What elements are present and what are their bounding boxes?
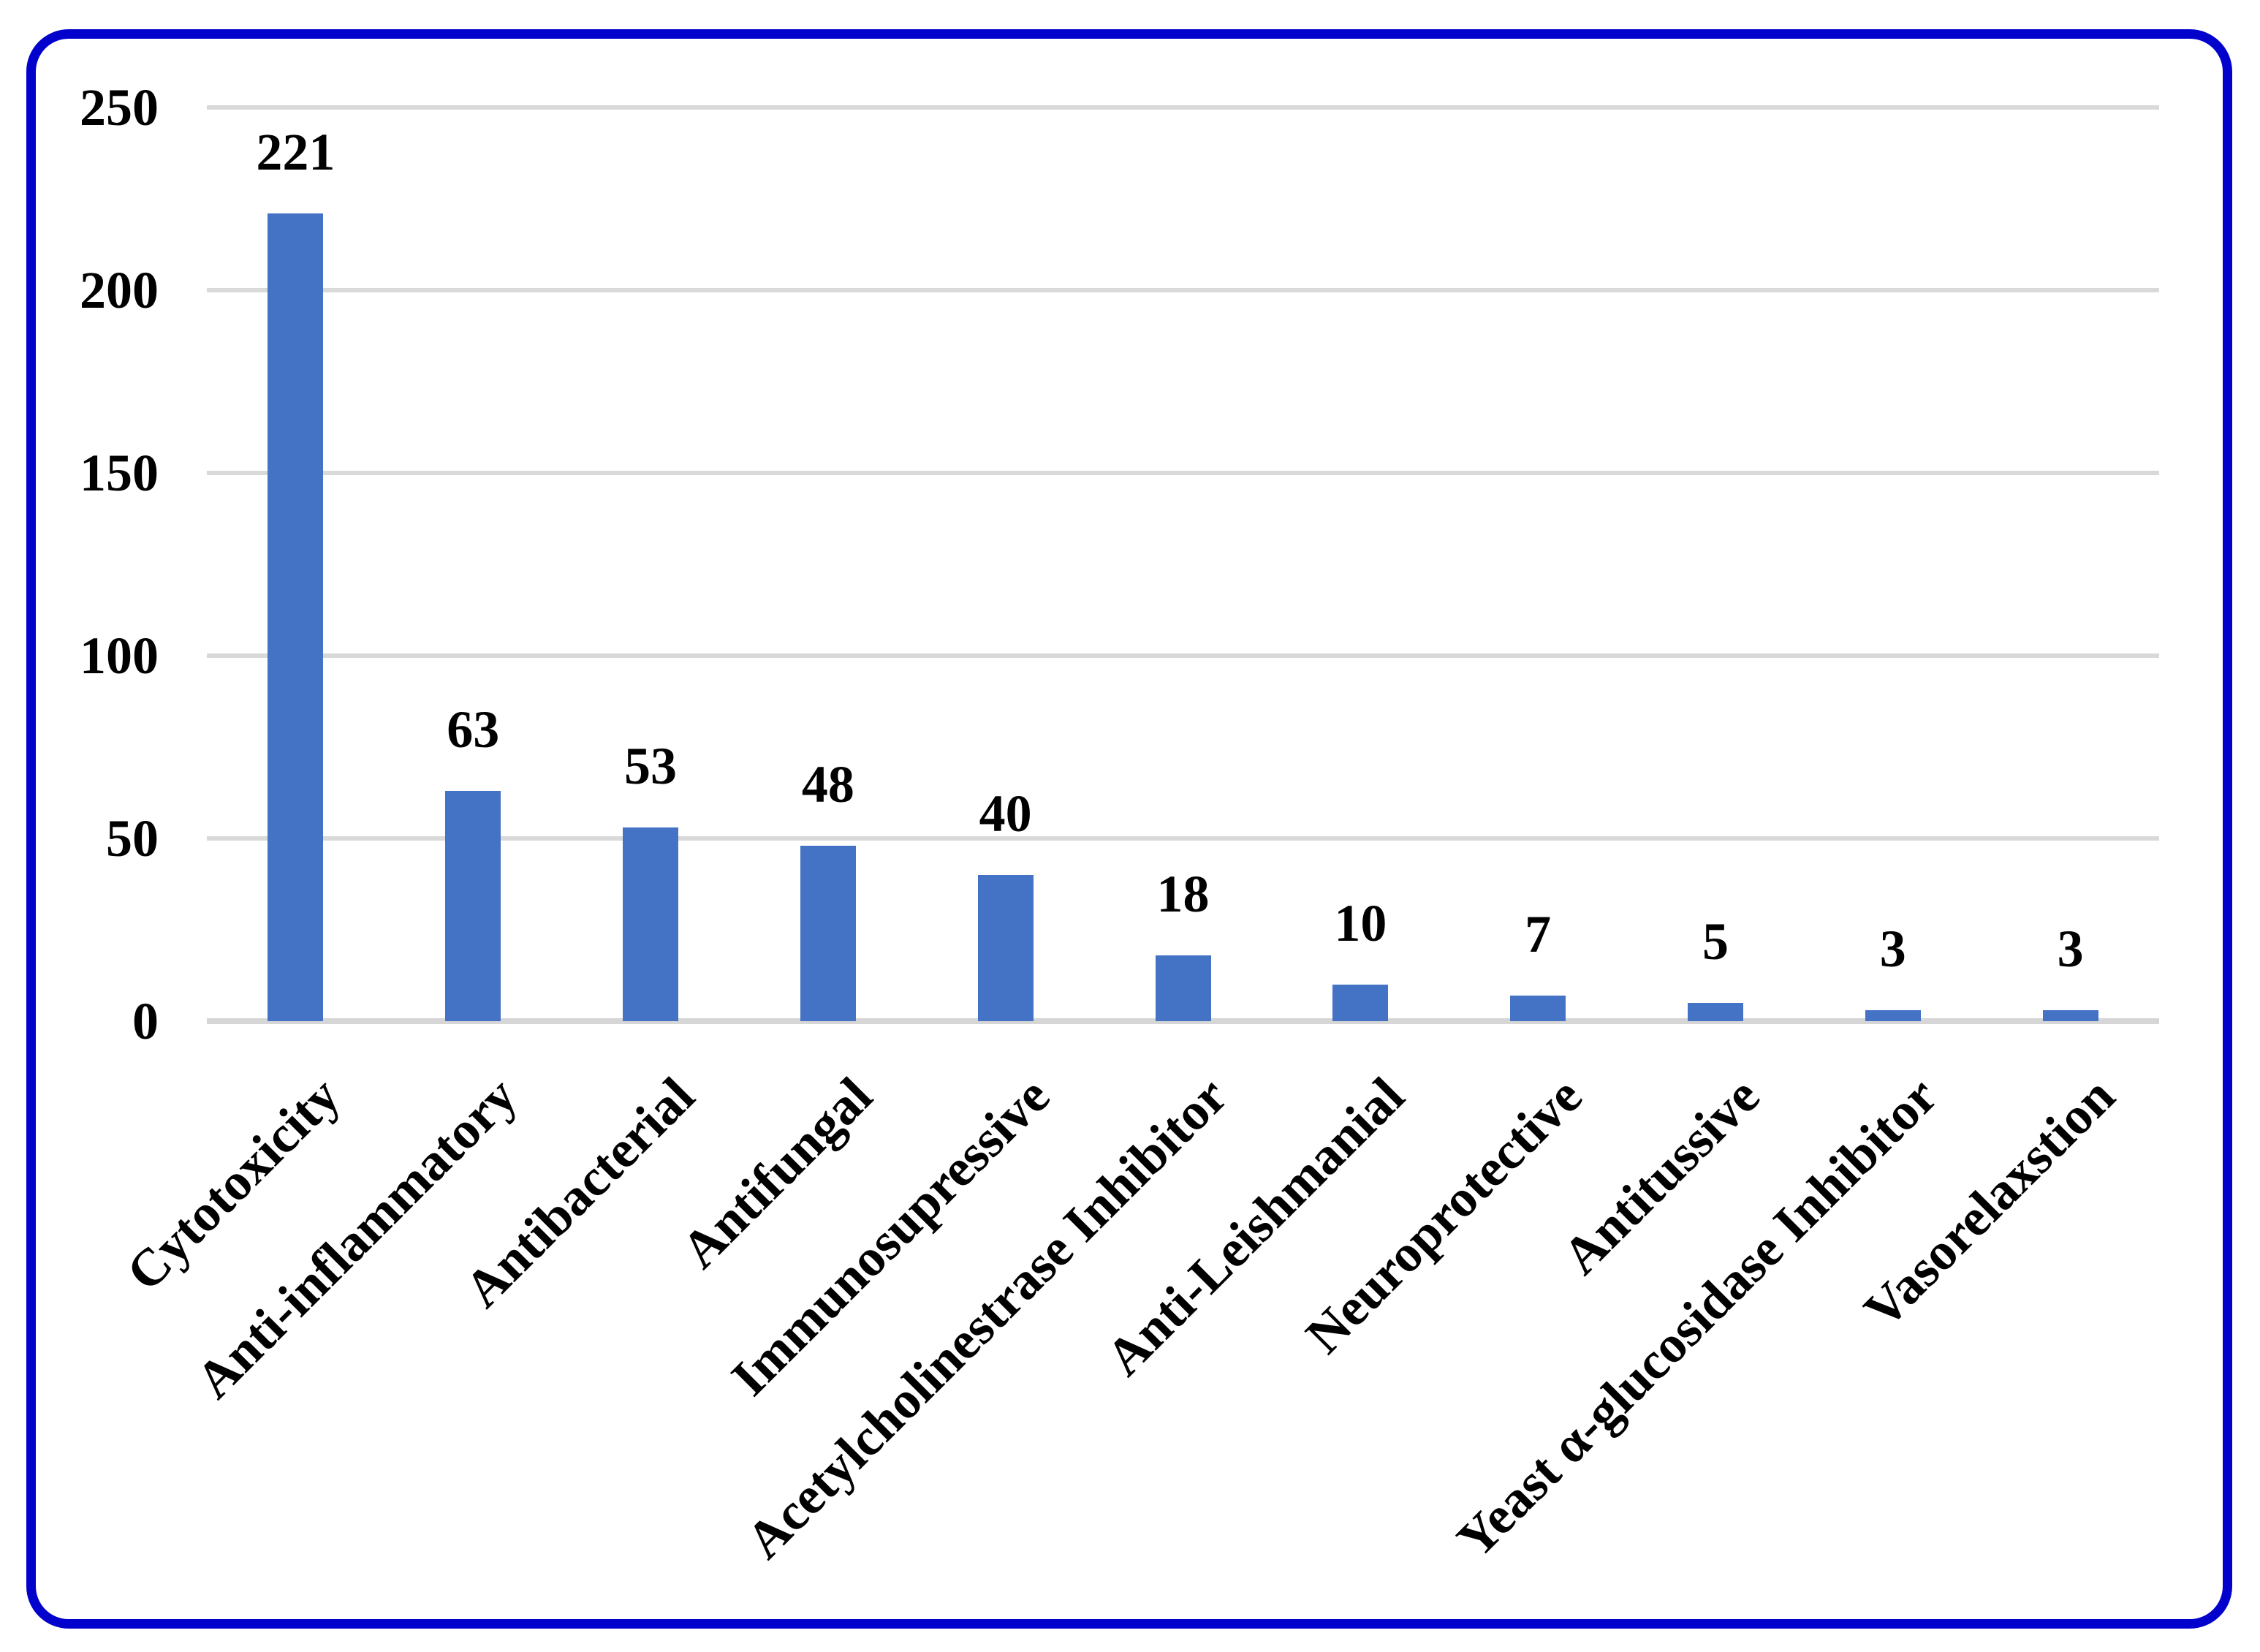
gridline [207, 471, 2159, 475]
bar-value-label: 63 [447, 700, 500, 759]
bar-value-label: 7 [1525, 905, 1552, 963]
bar-value-label: 3 [2057, 920, 2084, 978]
gridline [207, 653, 2159, 658]
bar-value-label: 221 [256, 123, 335, 181]
x-axis-category-label: Anti-inflammatory [185, 1066, 528, 1410]
bar-value-label: 48 [801, 755, 854, 814]
y-axis-tick-label: 100 [80, 626, 159, 685]
x-axis-category-label: Immunosupressive [720, 1066, 1061, 1407]
bar [977, 875, 1034, 1021]
bar [2042, 1010, 2098, 1021]
x-axis-category-label: Anti-Leishmanial [1095, 1066, 1416, 1387]
bar [1332, 985, 1389, 1021]
gridline [207, 288, 2159, 292]
bar [268, 213, 324, 1021]
y-axis-tick-label: 150 [80, 444, 159, 502]
bar-value-label: 5 [1702, 912, 1729, 971]
bar [623, 827, 679, 1021]
bar [800, 846, 856, 1021]
x-axis-line [207, 1018, 2159, 1024]
bar-value-label: 10 [1334, 894, 1387, 952]
bar [445, 791, 501, 1021]
y-axis-tick-label: 250 [80, 78, 159, 137]
bar-value-label: 53 [624, 737, 678, 795]
y-axis-tick-label: 50 [106, 809, 159, 868]
bar [1865, 1010, 1921, 1021]
bar [1155, 955, 1211, 1021]
bar-value-label: 3 [1879, 920, 1906, 978]
y-axis-tick-label: 200 [80, 261, 159, 319]
y-axis-tick-label: 0 [132, 992, 159, 1050]
bar-value-label: 40 [979, 784, 1032, 843]
bar [1687, 1003, 1743, 1021]
gridline [207, 836, 2159, 841]
bar [1510, 996, 1566, 1021]
bar-value-label: 18 [1156, 865, 1210, 923]
chart-frame-border [26, 29, 2232, 1629]
gridline [207, 105, 2159, 110]
